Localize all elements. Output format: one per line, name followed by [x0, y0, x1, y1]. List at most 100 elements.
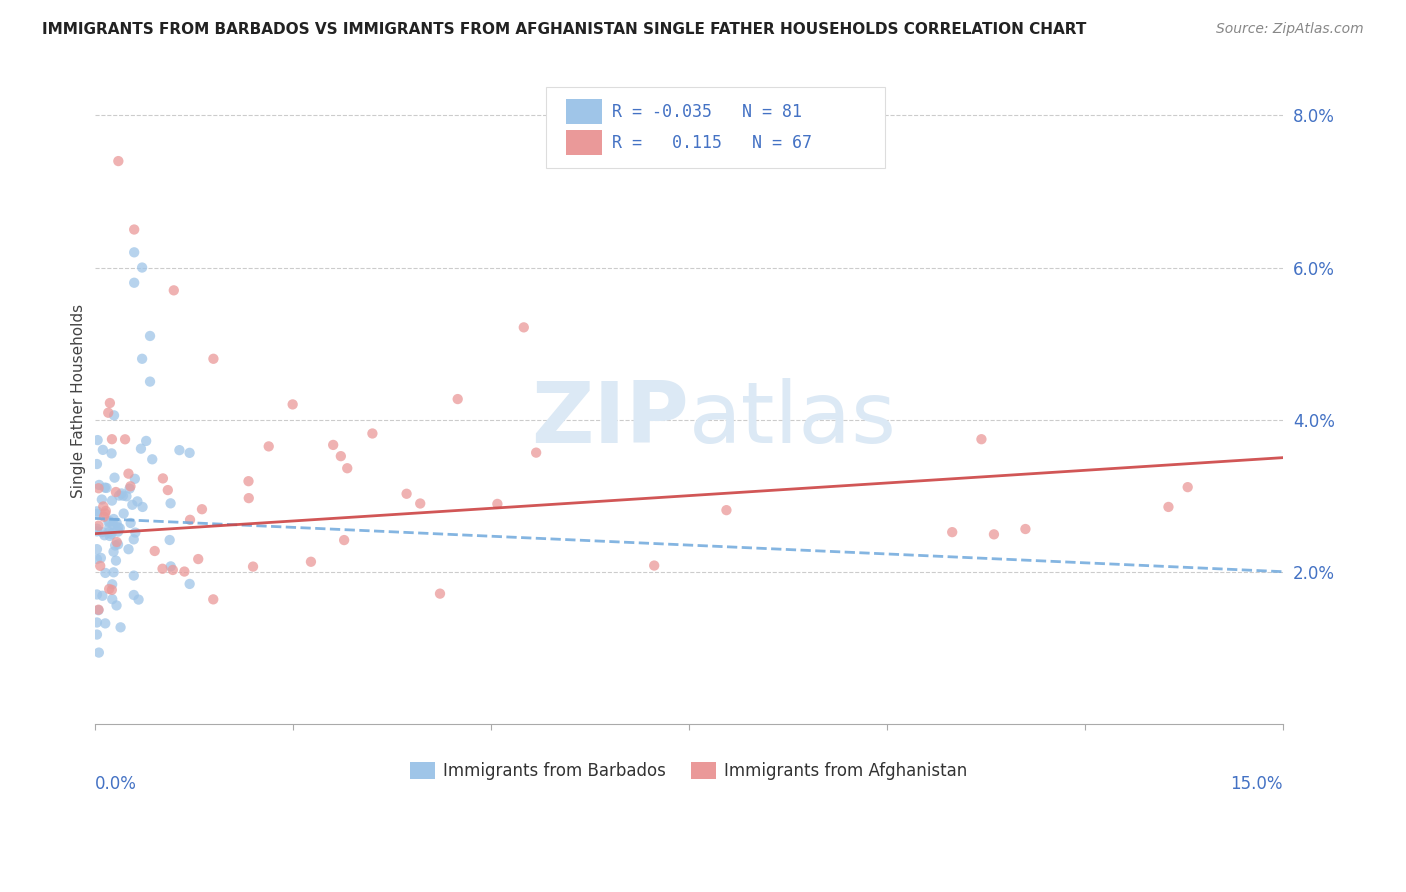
Point [87, 646, 110, 660]
Text: R =   0.115   N = 67: R = 0.115 N = 67 [612, 134, 811, 152]
Point [86, 522, 108, 536]
Point [112, 507, 135, 521]
FancyBboxPatch shape [546, 87, 884, 168]
Point [162, 563, 184, 577]
Point [101, 493, 124, 508]
Legend: Immigrants from Barbados, Immigrants from Afghanistan: Immigrants from Barbados, Immigrants fro… [404, 755, 974, 787]
Point [120, 516, 142, 530]
Point [98, 396, 121, 410]
Point [101, 592, 124, 607]
Point [941, 525, 963, 540]
Point [86, 542, 108, 557]
Point [131, 500, 153, 514]
Point [98, 582, 121, 596]
Text: 15.0%: 15.0% [1230, 775, 1284, 794]
Point [86, 552, 108, 566]
Point [100, 446, 122, 460]
Point [96, 481, 118, 495]
Point [395, 487, 418, 501]
Point [105, 535, 128, 549]
Point [114, 432, 136, 446]
Point [86, 433, 108, 447]
Point [97, 515, 120, 529]
Point [107, 524, 129, 539]
Point [127, 494, 149, 508]
Point [716, 503, 738, 517]
Point [100, 527, 122, 541]
Point [524, 445, 547, 459]
Point [103, 409, 125, 423]
Point [108, 521, 131, 535]
Point [139, 329, 162, 343]
Y-axis label: Single Father Households: Single Father Households [72, 303, 86, 498]
Text: R = -0.035   N = 81: R = -0.035 N = 81 [612, 103, 801, 120]
Point [409, 496, 432, 510]
Point [87, 518, 110, 533]
Point [336, 461, 359, 475]
Point [115, 489, 138, 503]
Point [322, 438, 344, 452]
Point [118, 482, 141, 496]
Point [122, 222, 145, 236]
Text: IMMIGRANTS FROM BARBADOS VS IMMIGRANTS FROM AFGHANISTAN SINGLE FATHER HOUSEHOLDS: IMMIGRANTS FROM BARBADOS VS IMMIGRANTS F… [42, 22, 1087, 37]
Point [202, 351, 225, 366]
Point [98, 520, 121, 534]
Point [98, 514, 121, 528]
Point [333, 533, 356, 547]
Point [159, 533, 181, 547]
Point [202, 592, 225, 607]
Point [86, 627, 108, 641]
Point [121, 498, 143, 512]
Point [91, 500, 114, 514]
Point [86, 507, 108, 521]
Point [108, 489, 131, 503]
Point [90, 492, 112, 507]
Text: Source: ZipAtlas.com: Source: ZipAtlas.com [1216, 22, 1364, 37]
Point [122, 245, 145, 260]
Point [191, 502, 214, 516]
Point [98, 525, 121, 540]
Point [101, 432, 124, 446]
Point [105, 516, 128, 530]
Point [89, 558, 111, 573]
Point [105, 599, 128, 613]
Point [94, 566, 117, 580]
Point [128, 592, 150, 607]
Point [90, 550, 112, 565]
Point [187, 552, 209, 566]
Point [87, 478, 110, 492]
Point [281, 397, 304, 411]
Point [107, 154, 129, 169]
Point [94, 616, 117, 631]
Point [124, 472, 146, 486]
Point [179, 446, 201, 460]
Point [122, 276, 145, 290]
Point [101, 577, 124, 591]
Point [101, 517, 124, 532]
Point [299, 555, 322, 569]
Point [117, 542, 139, 557]
Point [486, 497, 509, 511]
Point [131, 351, 153, 366]
Point [361, 426, 384, 441]
Point [143, 544, 166, 558]
Point [152, 562, 174, 576]
Text: ZIP: ZIP [531, 378, 689, 461]
Point [107, 520, 129, 534]
Point [87, 481, 110, 495]
Point [1157, 500, 1180, 514]
Point [87, 603, 110, 617]
Point [103, 512, 125, 526]
Point [159, 496, 181, 510]
Bar [567, 99, 602, 124]
Point [152, 471, 174, 485]
Point [159, 559, 181, 574]
Point [94, 504, 117, 518]
Point [124, 525, 146, 540]
Point [86, 457, 108, 471]
Point [93, 528, 115, 542]
Point [139, 375, 162, 389]
Point [173, 565, 195, 579]
Point [98, 529, 121, 543]
Point [970, 432, 993, 446]
